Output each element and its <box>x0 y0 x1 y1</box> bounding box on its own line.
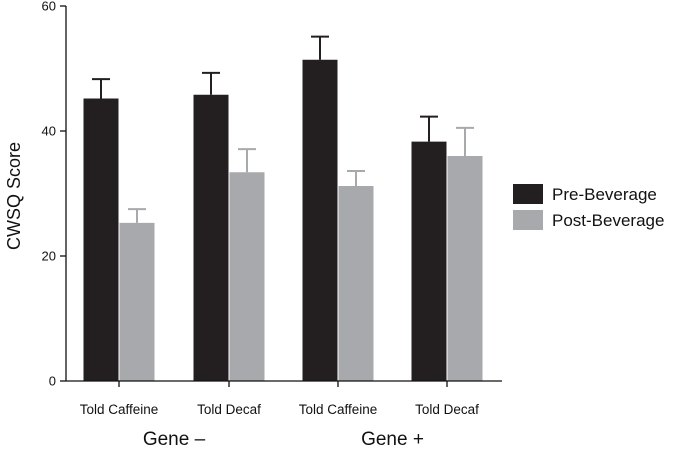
y-tick-label: 0 <box>49 374 56 389</box>
y-tick-label: 60 <box>42 0 56 14</box>
post-beverage-bar <box>119 222 155 381</box>
y-axis-title: CWSQ Score <box>4 142 24 250</box>
legend-swatch <box>513 184 543 204</box>
y-tick-label: 20 <box>42 249 56 264</box>
legend: Pre-Beverage Post-Beverage <box>513 184 664 230</box>
y-axis: 0 20 40 60 <box>42 0 67 389</box>
post-beverage-bar <box>338 186 374 381</box>
legend-label: Pre-Beverage <box>552 185 657 204</box>
y-tick-label: 40 <box>42 124 56 139</box>
group-label: Gene + <box>361 429 424 449</box>
x-tick-label: Told Decaf <box>415 402 479 417</box>
x-axis: Told Caffeine Told Decaf Told Caffeine Told… <box>66 380 502 449</box>
x-tick-label: Told Caffeine <box>80 402 159 417</box>
post-beverage-bar <box>229 172 265 381</box>
group-label: Gene – <box>143 429 206 449</box>
legend-swatch <box>513 210 543 230</box>
pre-beverage-bar <box>83 98 119 381</box>
x-tick-label: Told Caffeine <box>299 402 378 417</box>
legend-label: Post-Beverage <box>552 211 664 230</box>
pre-beverage-bar <box>302 59 338 381</box>
post-beverage-bar <box>447 156 483 381</box>
pre-beverage-bar <box>411 141 447 381</box>
x-tick-label: Told Decaf <box>197 402 261 417</box>
bars <box>83 35 483 381</box>
pre-beverage-bar <box>193 94 229 381</box>
